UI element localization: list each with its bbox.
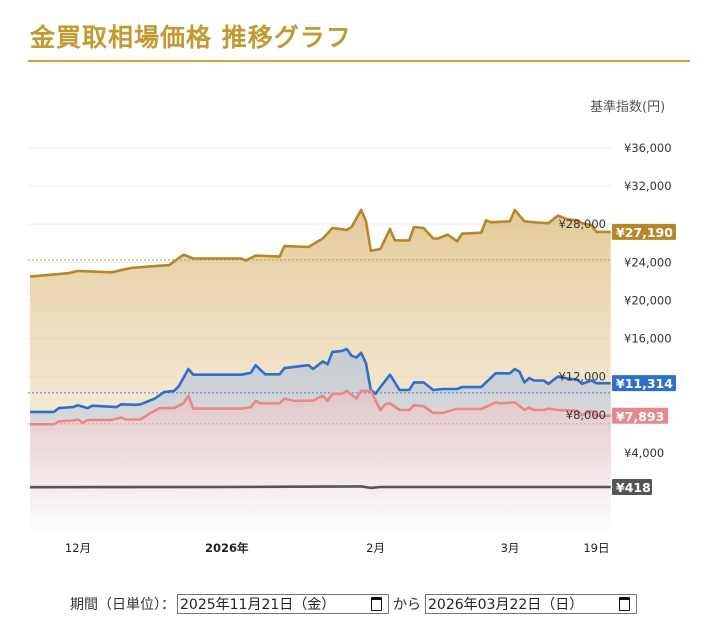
period-label: 期間（日単位）：	[70, 597, 175, 613]
y-axis-title: 基準指数(円)	[590, 99, 665, 115]
price-chart: 基準指数(円) ¥4,000 ¥8,000 ¥12,000 ¥16,000 ¥20,00…	[28, 99, 676, 555]
start-date-input[interactable]: 2025年11月21日（金）	[177, 594, 389, 614]
series-line	[30, 389, 611, 426]
last-value-label: ¥11,314	[616, 376, 673, 391]
y-tick-label: ¥20,000	[624, 293, 672, 307]
end-date-input[interactable]: 2026年03月22日（日）	[425, 594, 637, 614]
x-tick-label: 19日	[583, 541, 609, 555]
last-value-label: ¥7,893	[616, 409, 664, 424]
x-tick-label: 2026年	[205, 541, 249, 555]
y-tick-label: ¥36,000	[624, 141, 672, 155]
x-tick-label: 12月	[65, 541, 91, 555]
period-connector: から	[393, 597, 421, 613]
last-value-tag	[612, 479, 652, 496]
last-value-tag	[612, 223, 676, 240]
last-value-tag	[612, 407, 668, 424]
series-area	[30, 390, 611, 530]
last-value-label: ¥418	[616, 480, 651, 495]
last-value-tag	[612, 375, 676, 392]
y-tick-label: ¥12,000	[558, 370, 606, 384]
last-value-label: ¥27,190	[616, 225, 673, 240]
y-tick-label: ¥8,000	[566, 408, 606, 422]
page-title: 金買取相場価格 推移グラフ	[30, 23, 352, 52]
end-date-value: 2026年03月22日（日）	[428, 597, 584, 613]
x-tick-label: 3月	[501, 541, 520, 555]
calendar-icon[interactable]	[371, 597, 382, 611]
y-tick-label: ¥28,000	[558, 217, 606, 231]
series-line	[29, 208, 611, 278]
series-line	[29, 485, 611, 490]
series-line	[30, 347, 611, 414]
calendar-icon[interactable]	[619, 597, 630, 611]
y-tick-label: ¥24,000	[624, 255, 672, 269]
x-tick-label: 2月	[366, 541, 385, 555]
y-tick-label: ¥32,000	[624, 179, 672, 193]
title-divider	[28, 60, 690, 62]
y-tick-label: ¥16,000	[624, 332, 672, 346]
y-tick-label: ¥4,000	[624, 446, 664, 460]
start-date-value: 2025年11月21日（金）	[180, 597, 336, 613]
period-selector: 期間（日単位）： 2025年11月21日（金） から 2026年03月22日（日…	[70, 594, 637, 614]
